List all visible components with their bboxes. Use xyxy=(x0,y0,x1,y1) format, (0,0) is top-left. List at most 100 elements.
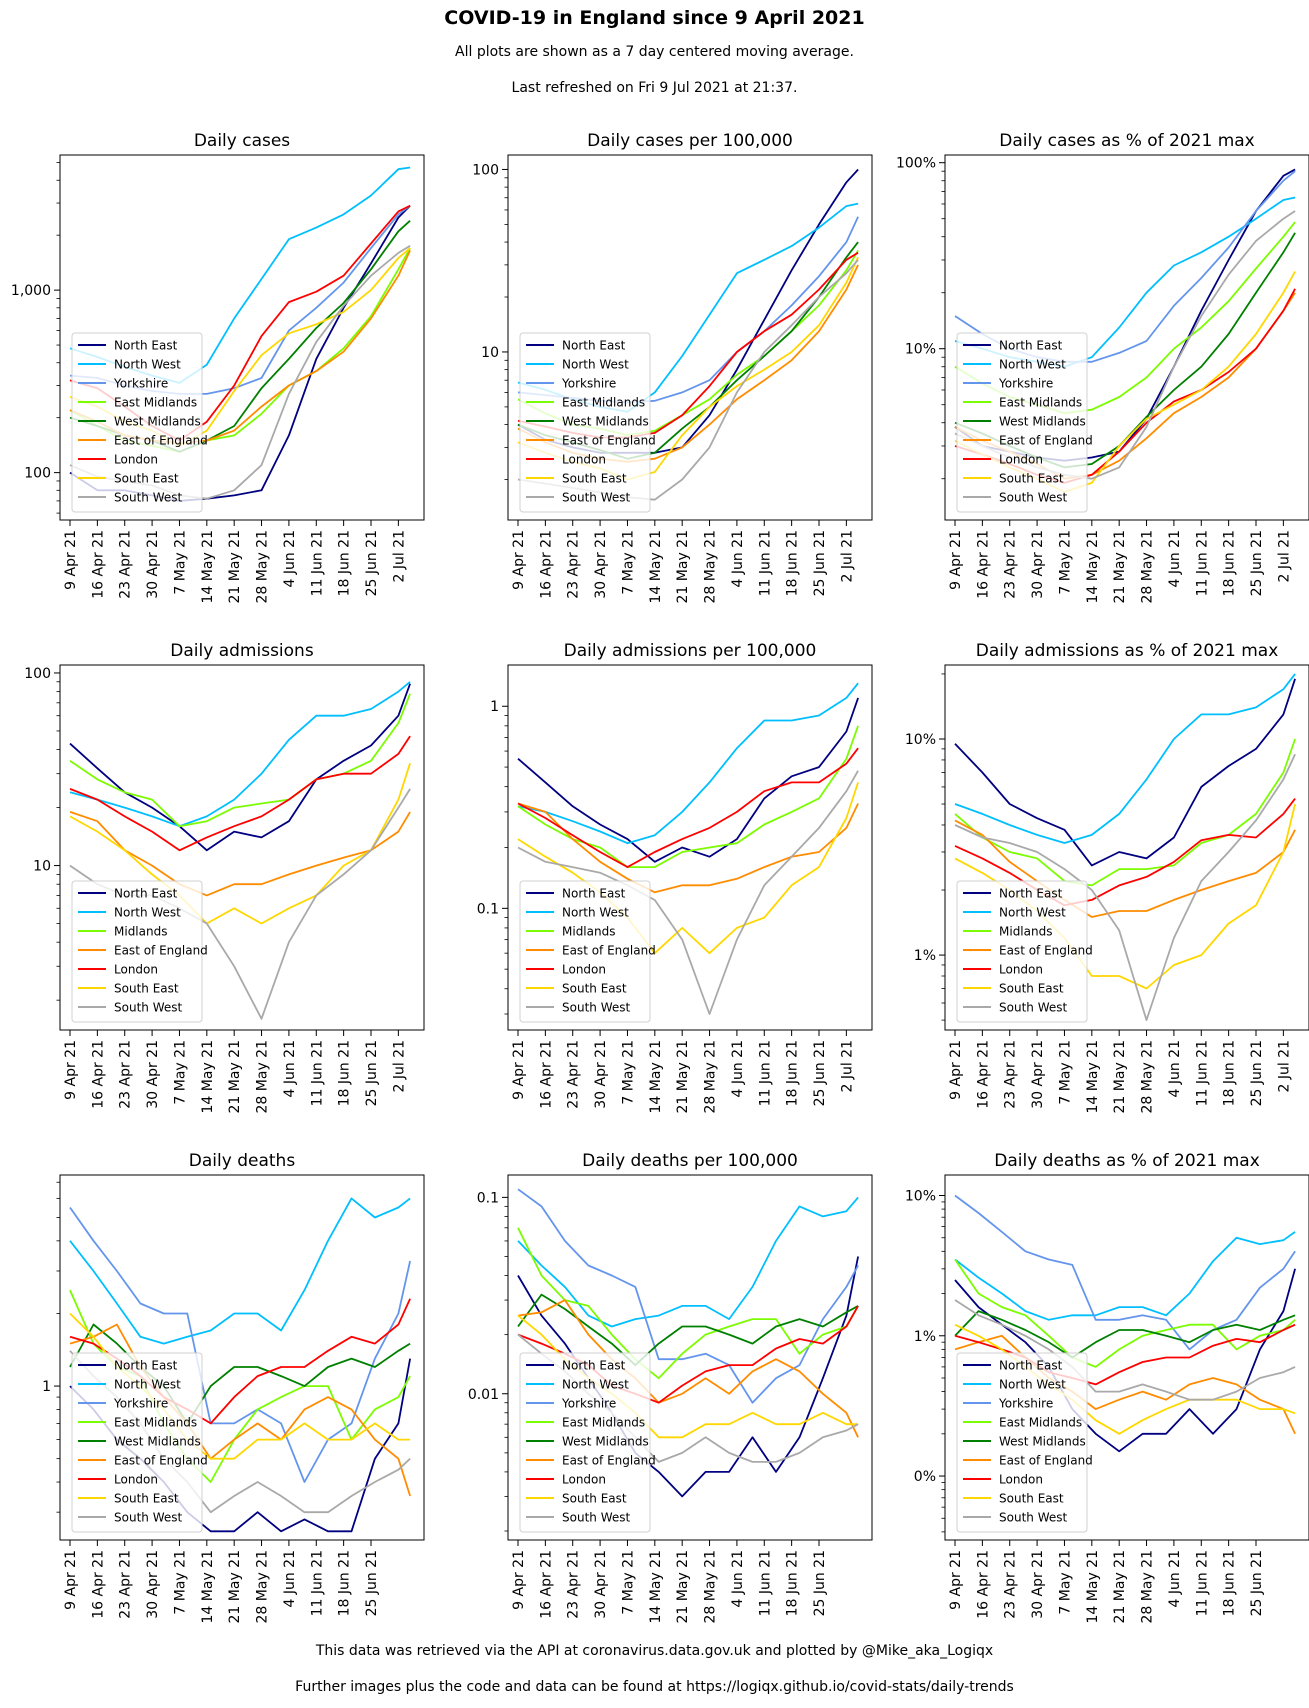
series-line-south-west xyxy=(517,770,859,1015)
x-tick-label: 28 May 21 xyxy=(703,530,719,603)
x-tick-label: 11 Jun 21 xyxy=(309,1040,325,1106)
legend-label: North East xyxy=(114,1359,178,1373)
legend: North East North West Yorkshire East Midlan… xyxy=(71,332,208,513)
x-tick-label: 4 Jun 21 xyxy=(1167,1550,1183,1608)
legend-label: London xyxy=(562,963,606,977)
legend-label: London xyxy=(114,963,158,977)
legend-label: West Midlands xyxy=(999,1435,1086,1449)
x-tick-label: 23 Apr 21 xyxy=(118,1550,134,1619)
series-line-south-west xyxy=(954,1299,1296,1401)
x-tick-label: 28 May 21 xyxy=(255,1550,271,1623)
chart-title: Daily admissions as % of 2021 max xyxy=(976,641,1279,661)
x-tick-label: 23 Apr 21 xyxy=(1003,1040,1019,1109)
series-line-north-west xyxy=(69,681,411,828)
legend-label: North West xyxy=(999,906,1066,920)
x-tick-label: 2 Jul 21 xyxy=(391,1040,407,1093)
plot-frame xyxy=(507,1174,873,1541)
x-tick-label: 23 Apr 21 xyxy=(1003,1550,1019,1619)
legend: North East North West Yorkshire East Midlan… xyxy=(519,1352,656,1533)
series-line-london xyxy=(517,747,859,868)
x-tick-label: 11 Jun 21 xyxy=(1194,530,1210,596)
x-tick-label: 11 Jun 21 xyxy=(757,1550,773,1616)
y-tick-label: 1% xyxy=(914,948,936,964)
series-line-east-of-england xyxy=(954,819,1296,918)
y-tick-label: 10% xyxy=(905,732,936,748)
x-tick-label: 28 May 21 xyxy=(703,1040,719,1113)
x-tick-label: 28 May 21 xyxy=(1140,1550,1156,1623)
y-tick-label: 1 xyxy=(42,1379,51,1395)
legend-label: East Midlands xyxy=(114,1416,197,1430)
legend-label: London xyxy=(999,1473,1043,1487)
x-tick-label: 18 Jun 21 xyxy=(1222,530,1238,596)
x-tick-label: 9 Apr 21 xyxy=(63,530,79,590)
x-tick-label: 28 May 21 xyxy=(1140,530,1156,603)
x-tick-label: 30 Apr 21 xyxy=(1030,530,1046,599)
x-tick-label: 23 Apr 21 xyxy=(566,1550,582,1619)
legend-label: East of England xyxy=(562,944,656,958)
x-tick-label: 9 Apr 21 xyxy=(948,1040,964,1100)
series-line-yorkshire xyxy=(954,1194,1296,1351)
x-tick-label: 30 Apr 21 xyxy=(1030,1550,1046,1619)
legend-label: North East xyxy=(562,339,626,353)
footer-source: This data was retrieved via the API at c… xyxy=(315,1643,994,1659)
x-tick-label: 14 May 21 xyxy=(648,1550,664,1623)
x-tick-label: 30 Apr 21 xyxy=(593,1550,609,1619)
x-tick-label: 11 Jun 21 xyxy=(309,1550,325,1616)
x-tick-label: 25 Jun 21 xyxy=(812,530,828,596)
legend-label: South West xyxy=(562,491,630,505)
legend-label: London xyxy=(114,453,158,467)
x-tick-label: 28 May 21 xyxy=(1140,1040,1156,1113)
legend: North East North West Midlands East of Engl… xyxy=(956,880,1093,1023)
series-line-east-of-england xyxy=(517,1299,859,1438)
x-tick-label: 18 Jun 21 xyxy=(337,530,353,596)
legend-label: East of England xyxy=(114,944,208,958)
chart-panel-4: Daily admissions 10 100 9 Apr 21 16 Apr 21 23… xyxy=(24,641,425,1113)
x-tick-label: 11 Jun 21 xyxy=(309,530,325,596)
series-line-london xyxy=(954,798,1296,907)
x-tick-label: 4 Jun 21 xyxy=(282,1040,298,1098)
x-tick-label: 9 Apr 21 xyxy=(63,1040,79,1100)
x-tick-label: 25 Jun 21 xyxy=(1249,1040,1265,1106)
legend-label: South East xyxy=(999,982,1064,996)
x-tick-label: 7 May 21 xyxy=(172,530,188,595)
y-tick-label: 100% xyxy=(896,156,936,172)
x-tick-label: 4 Jun 21 xyxy=(730,530,746,588)
x-tick-label: 14 May 21 xyxy=(1085,530,1101,603)
x-tick-label: 25 Jun 21 xyxy=(364,1550,380,1616)
x-tick-label: 25 Jun 21 xyxy=(1249,530,1265,596)
legend-label: East of England xyxy=(999,944,1093,958)
y-tick-label: 0.1 xyxy=(477,901,499,917)
series-line-east-of-england xyxy=(954,1334,1296,1435)
legend-label: East of England xyxy=(562,434,656,448)
x-tick-label: 21 May 21 xyxy=(1112,1550,1128,1623)
x-tick-label: 14 May 21 xyxy=(1085,1550,1101,1623)
x-tick-label: 14 May 21 xyxy=(1085,1040,1101,1113)
y-tick-label: 1,000 xyxy=(11,283,51,299)
x-tick-label: 21 May 21 xyxy=(1112,530,1128,603)
x-tick-label: 11 Jun 21 xyxy=(757,530,773,596)
y-tick-label: 1 xyxy=(490,699,499,715)
series-line-south-west xyxy=(954,753,1296,1021)
x-tick-label: 14 May 21 xyxy=(200,1040,216,1113)
series-line-east-midlands xyxy=(954,1258,1296,1368)
x-tick-label: 21 May 21 xyxy=(227,1040,243,1113)
chart-title: Daily admissions per 100,000 xyxy=(564,641,817,661)
x-tick-label: 25 Jun 21 xyxy=(812,1550,828,1616)
x-tick-label: 2 Jul 21 xyxy=(839,1040,855,1093)
x-tick-label: 9 Apr 21 xyxy=(63,1550,79,1610)
chart-title: Daily deaths xyxy=(189,1151,296,1171)
plot-frame xyxy=(507,154,873,521)
x-tick-label: 18 Jun 21 xyxy=(785,530,801,596)
legend-label: North East xyxy=(999,887,1063,901)
legend-label: Midlands xyxy=(114,925,167,939)
legend-label: Yorkshire xyxy=(561,1397,616,1411)
x-tick-label: 25 Jun 21 xyxy=(364,1040,380,1106)
legend-label: London xyxy=(114,1473,158,1487)
legend-label: South West xyxy=(114,1511,182,1525)
legend-label: East Midlands xyxy=(114,396,197,410)
x-tick-label: 23 Apr 21 xyxy=(118,530,134,599)
x-tick-label: 16 Apr 21 xyxy=(975,530,991,599)
legend-label: South West xyxy=(999,491,1067,505)
x-tick-label: 4 Jun 21 xyxy=(730,1550,746,1608)
x-tick-label: 7 May 21 xyxy=(620,1040,636,1105)
